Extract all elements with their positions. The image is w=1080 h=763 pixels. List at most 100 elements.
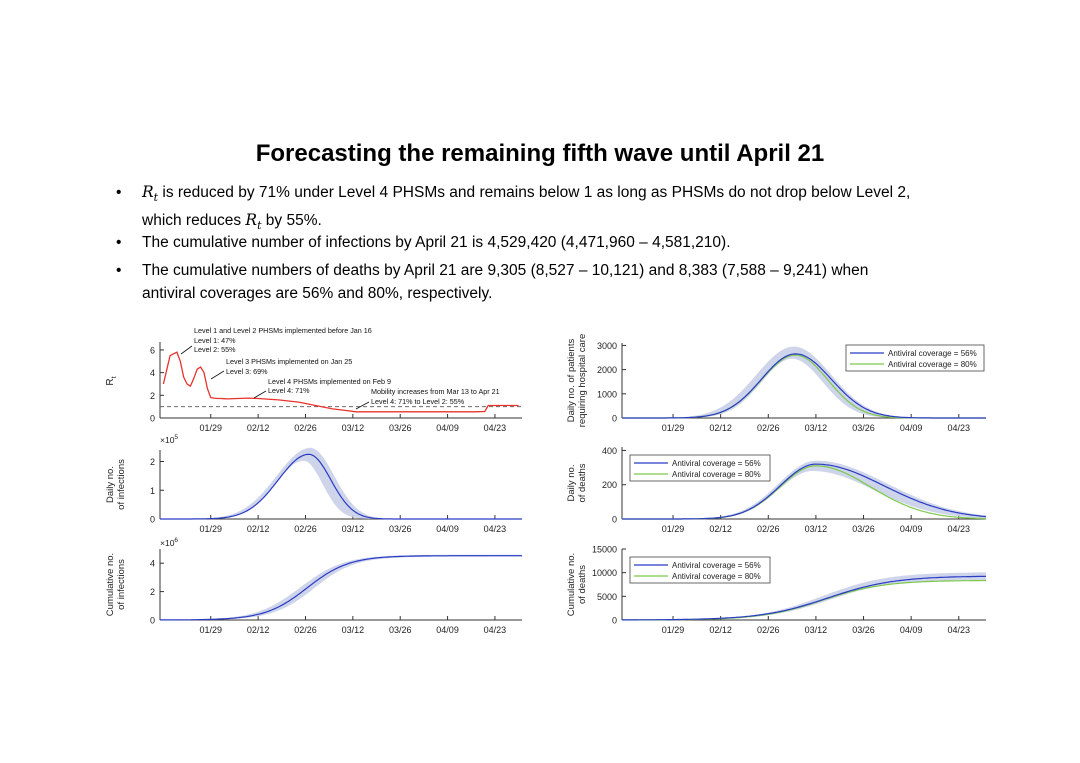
daily-deaths-panel: 0 200 400 01/29 02/12 02/26 03/12 03/26 04/09 04/… bbox=[566, 446, 987, 534]
x-tick-label: 02/12 bbox=[247, 423, 270, 433]
bullet-infections-text: The cumulative number of infections by A… bbox=[142, 234, 731, 251]
y-axis-label: Rt bbox=[105, 376, 118, 385]
x-tick-label: 04/23 bbox=[484, 524, 507, 534]
bullet-rt: • Rt is reduced by 71% under Level 4 PHS… bbox=[116, 181, 976, 237]
x-tick-label: 04/09 bbox=[436, 625, 459, 635]
page-title: Forecasting the remaining fifth wave unt… bbox=[255, 140, 825, 167]
axis-multiplier: ×105 bbox=[160, 434, 178, 445]
hospital-care-panel: 0 1000 2000 3000 01/29 02/12 02/26 03/12 03/26 04… bbox=[566, 334, 986, 433]
x-tick-label: 02/26 bbox=[294, 423, 317, 433]
y-axis-label: Daily no. of patientsrequiring hospital … bbox=[566, 334, 588, 427]
x-tick-label: 03/12 bbox=[342, 423, 365, 433]
x-tick-label: 03/12 bbox=[342, 524, 365, 534]
x-tick-label: 03/12 bbox=[805, 524, 828, 534]
infections-series-line bbox=[160, 453, 522, 520]
x-tick-label: 01/29 bbox=[662, 524, 685, 534]
y-tick-label: 400 bbox=[602, 446, 617, 456]
axis-multiplier: ×106 bbox=[160, 537, 178, 548]
x-tick-label: 04/09 bbox=[900, 625, 923, 635]
bullet-glyph: • bbox=[116, 262, 122, 279]
hospital-series-56-line bbox=[622, 353, 986, 419]
uncertainty-band bbox=[160, 554, 522, 620]
x-tick-label: 03/26 bbox=[852, 524, 875, 534]
x-tick-label: 03/26 bbox=[389, 423, 412, 433]
y-axis-label: Cumulative no.of deaths bbox=[566, 553, 588, 616]
x-tick-label: 04/09 bbox=[900, 423, 923, 433]
y-tick-label: 0 bbox=[612, 616, 617, 626]
cum-deaths-series-80-line bbox=[622, 579, 986, 621]
bullet-glyph: • bbox=[116, 184, 122, 201]
legend-box bbox=[629, 556, 771, 584]
rt-symbol: Rt bbox=[142, 183, 159, 205]
y-tick-label: 1000 bbox=[597, 389, 617, 399]
y-axis-label: Daily no.of deaths bbox=[566, 463, 588, 502]
y-tick-label: 0 bbox=[612, 414, 617, 424]
uncertainty-band bbox=[622, 346, 986, 418]
rt-series-line bbox=[162, 351, 519, 413]
annotation-leader bbox=[253, 390, 267, 399]
y-axis-label: Cumulative no.of infections bbox=[105, 553, 127, 616]
annotation-text: Mobility increases from Mar 13 to Apr 21 bbox=[371, 387, 500, 396]
x-tick-label: 04/23 bbox=[948, 625, 971, 635]
uncertainty-band bbox=[622, 460, 986, 519]
cumulative-infections-line bbox=[160, 555, 522, 621]
x-tick-label: 02/12 bbox=[709, 423, 732, 433]
bullet-rt-text-a: is reduced by 71% under Level 4 PHSMs an… bbox=[158, 184, 911, 201]
cumulative-infections-panel: 0 2 4 01/29 02/12 02/26 03/12 03/26 04/09 04/23 Cu… bbox=[105, 537, 522, 635]
legend-box bbox=[845, 344, 985, 372]
annotation-text: Level 4: 71% bbox=[268, 386, 310, 395]
x-tick-label: 02/12 bbox=[247, 524, 270, 534]
bullet-rt-text-c: by 55%. bbox=[261, 212, 322, 230]
y-tick-label: 4 bbox=[150, 368, 155, 378]
y-tick-label: 200 bbox=[602, 480, 617, 490]
x-tick-label: 02/26 bbox=[757, 423, 780, 433]
x-tick-label: 02/26 bbox=[294, 625, 317, 635]
bullet-deaths-text-b: antiviral coverages are 56% and 80%, res… bbox=[142, 285, 493, 302]
legend-label: Antiviral coverage = 80% bbox=[672, 470, 761, 479]
y-tick-label: 2 bbox=[150, 457, 155, 467]
x-tick-label: 02/12 bbox=[709, 524, 732, 534]
x-tick-label: 04/23 bbox=[948, 524, 971, 534]
annotation-leader bbox=[355, 401, 370, 410]
x-tick-label: 02/12 bbox=[247, 625, 270, 635]
rt-panel: 0 2 4 6 01/29 02/12 02/26 03/12 03/26 04/09 04/23 R… bbox=[105, 326, 522, 433]
legend-box bbox=[629, 454, 771, 482]
y-tick-label: 5000 bbox=[597, 592, 617, 602]
bullet-deaths: • The cumulative numbers of deaths by Ap… bbox=[116, 259, 976, 305]
x-tick-label: 01/29 bbox=[199, 423, 222, 433]
x-tick-label: 02/26 bbox=[294, 524, 317, 534]
cum-deaths-series-56-line bbox=[622, 575, 987, 621]
y-tick-label: 2 bbox=[150, 587, 155, 597]
y-tick-label: 2000 bbox=[597, 365, 617, 375]
x-tick-label: 03/26 bbox=[852, 423, 875, 433]
y-tick-label: 3000 bbox=[597, 341, 617, 351]
y-tick-label: 2 bbox=[150, 391, 155, 401]
bullet-deaths-text-a: The cumulative numbers of deaths by Apri… bbox=[142, 262, 869, 279]
x-tick-label: 04/23 bbox=[484, 625, 507, 635]
legend-label: Antiviral coverage = 56% bbox=[888, 349, 977, 358]
cumulative-deaths-panel: 0 5000 10000 15000 01/29 02/12 02/26 03/12 03/26… bbox=[566, 545, 987, 635]
annotation-text: Level 4 PHSMs implemented on Feb 9 bbox=[268, 377, 391, 386]
y-axis-label: Daily no.of infections bbox=[105, 459, 127, 510]
bullet-rt-text-b: which reduces bbox=[142, 212, 246, 230]
legend-label: Antiviral coverage = 80% bbox=[672, 572, 761, 581]
annotation-leader bbox=[180, 345, 193, 355]
y-tick-label: 0 bbox=[150, 515, 155, 525]
annotation-text: Level 3: 69% bbox=[226, 367, 268, 376]
annotation-text: Level 4: 71% to Level 2: 55% bbox=[371, 397, 465, 406]
x-tick-label: 01/29 bbox=[662, 625, 685, 635]
y-tick-label: 0 bbox=[150, 414, 155, 424]
x-tick-label: 01/29 bbox=[662, 423, 685, 433]
x-tick-label: 03/26 bbox=[389, 625, 412, 635]
x-tick-label: 03/26 bbox=[389, 524, 412, 534]
y-tick-label: 4 bbox=[150, 559, 155, 569]
annotation-leader bbox=[210, 370, 225, 380]
x-tick-label: 04/23 bbox=[948, 423, 971, 433]
legend-label: Antiviral coverage = 56% bbox=[672, 561, 761, 570]
y-tick-label: 0 bbox=[150, 616, 155, 626]
bullet-glyph: • bbox=[116, 234, 122, 251]
legend-label: Antiviral coverage = 80% bbox=[888, 360, 977, 369]
deaths-series-56-line bbox=[622, 463, 987, 520]
y-tick-label: 0 bbox=[612, 515, 617, 525]
legend-label: Antiviral coverage = 56% bbox=[672, 459, 761, 468]
